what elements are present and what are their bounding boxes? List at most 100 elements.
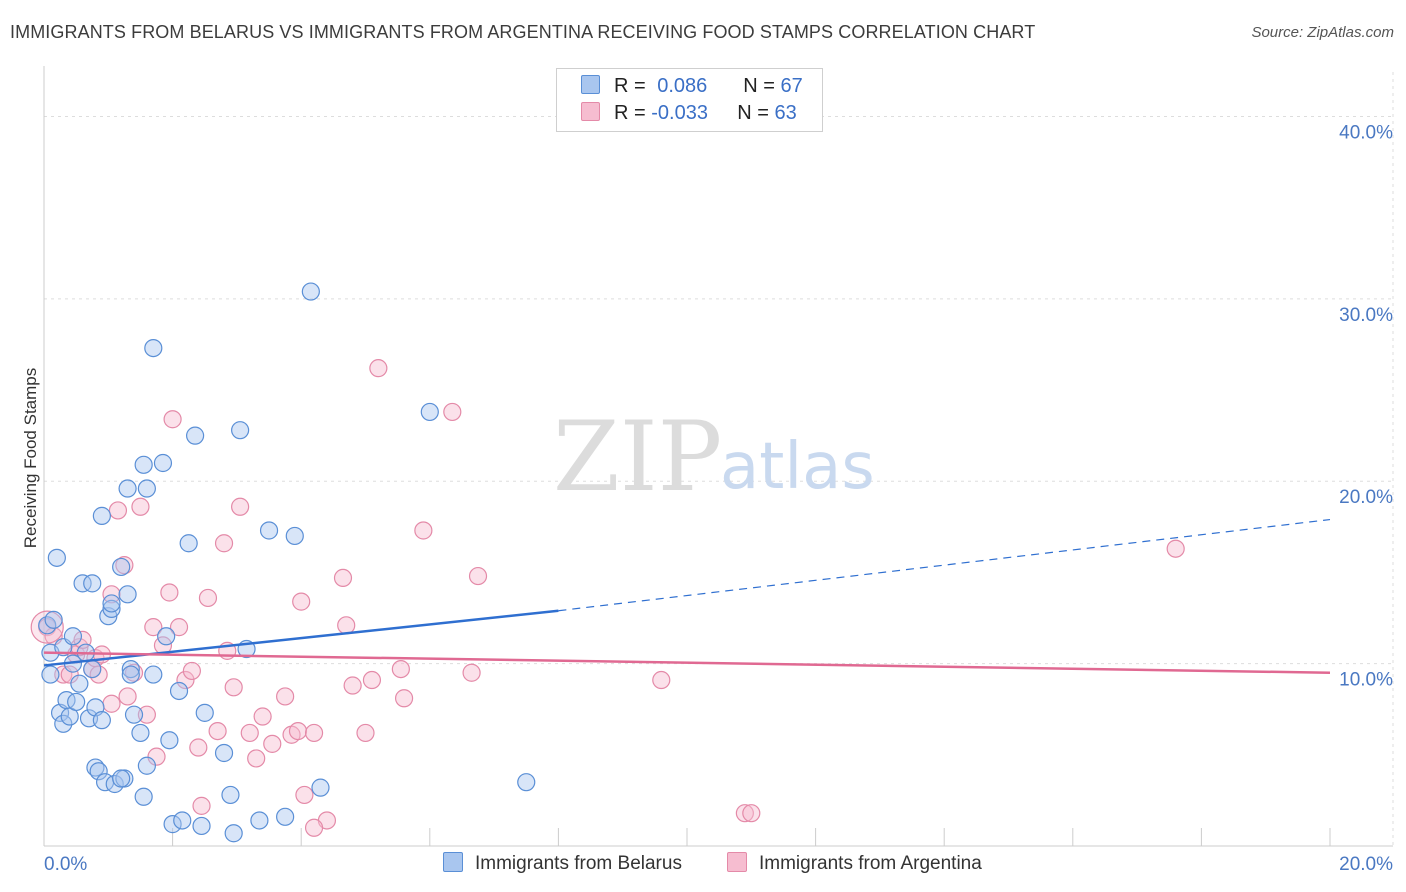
argentina-point-56: [462, 663, 481, 682]
belarus-point-57: [259, 521, 279, 540]
x-tick-label-0: 0.0%: [44, 854, 87, 875]
x-tick-label-20: 20.0%: [1339, 854, 1393, 875]
belarus-point-48: [186, 426, 205, 445]
argentina-point-12: [102, 694, 121, 713]
argentina-point-43: [295, 785, 314, 805]
belarus-point-42: [157, 627, 176, 646]
belarus-point-56: [250, 811, 269, 830]
argentina-point-48: [343, 676, 362, 695]
bottom-legend-swatch-argentina: [727, 852, 747, 872]
belarus-point-43: [160, 731, 179, 750]
watermark-atlas: atlas: [720, 430, 875, 504]
argentina-point-50: [362, 670, 382, 690]
belarus-point-47: [179, 534, 198, 553]
trend-lines: [43, 518, 1331, 674]
argentina-point-58: [652, 670, 671, 690]
argentina-point-13: [108, 501, 128, 520]
belarus-point-17: [83, 574, 102, 593]
argentina-point-22: [160, 583, 179, 602]
belarus-point-38: [137, 756, 156, 775]
argentina-point-37: [253, 707, 272, 726]
belarus-point-39: [137, 479, 156, 498]
legend-belarus-n-value: 67: [780, 75, 803, 97]
argentina-point-60: [742, 804, 761, 823]
y-axis-label: Receiving Food Stamps: [21, 368, 40, 548]
argentina-point-27: [189, 738, 208, 757]
argentina-point-35: [240, 723, 259, 743]
argentina-point-19: [144, 618, 163, 637]
argentina-point-11: [102, 585, 121, 604]
bottom-legend-swatch-belarus: [443, 852, 463, 872]
belarus-point-49: [192, 816, 211, 836]
argentina-point-42: [292, 592, 311, 611]
argentina-point-38: [263, 734, 282, 753]
belarus-point-59: [285, 526, 304, 546]
legend-argentina-n-label: N =: [737, 102, 775, 124]
argentina-point-28: [192, 796, 211, 815]
bottom-legend-belarus: Immigrants from Belarus: [443, 852, 682, 875]
argentina-point-29: [198, 588, 218, 608]
argentina-point-20: [147, 747, 166, 766]
belarus-point-58: [276, 807, 295, 826]
argentina-point-46: [333, 568, 353, 588]
series-belarus-points: [38, 282, 536, 843]
belarus-point-40: [144, 665, 163, 684]
belarus-point-13: [73, 574, 92, 593]
legend-belarus-r-label: R =: [614, 75, 652, 97]
argentina-point-53: [394, 689, 414, 708]
belarus-point-44: [163, 815, 182, 834]
argentina-point-34: [231, 497, 250, 516]
belarus-point-20: [89, 762, 108, 781]
argentina-point-54: [414, 521, 433, 540]
belarus-point-31: [118, 479, 137, 498]
belarus-point-28: [112, 557, 131, 577]
watermark-zip: ZIP: [553, 401, 722, 513]
tick-labels: 10.0% 20.0% 30.0% 40.0% 0.0% 20.0%: [44, 122, 1393, 875]
legend-swatch-argentina: [581, 102, 600, 121]
argentina-point-62: [304, 818, 324, 837]
legend-row-belarus: R = 0.086 N = 67: [581, 75, 803, 101]
belarus-point-53: [224, 824, 243, 843]
belarus-point-33: [121, 665, 140, 684]
argentina-point-24: [169, 618, 189, 637]
argentina-point-41: [288, 721, 308, 741]
argentina-point-59: [735, 804, 754, 823]
trend-argentina: [43, 651, 1331, 674]
trend-belarus-solid: [43, 609, 559, 667]
belarus-point-66: [112, 769, 131, 788]
belarus-point-12: [70, 674, 89, 693]
belarus-point-37: [134, 455, 153, 474]
belarus-point-30: [118, 585, 137, 604]
belarus-point-16: [83, 659, 102, 679]
belarus-point-9: [63, 627, 83, 646]
belarus-point-3: [47, 548, 66, 567]
legend-swatch-belarus: [581, 75, 600, 94]
belarus-point-26: [102, 594, 121, 613]
argentina-point-55: [443, 402, 462, 422]
belarus-point-11: [67, 692, 86, 712]
belarus-point-64: [144, 339, 163, 358]
belarus-point-34: [124, 705, 144, 724]
chart-source: Source: ZipAtlas.com: [1251, 24, 1394, 41]
belarus-point-2: [41, 665, 60, 684]
trend-belarus-dashed: [558, 518, 1331, 612]
argentina-point-49: [356, 723, 375, 743]
series-argentina-points: [30, 359, 1185, 837]
axes: [43, 66, 1393, 847]
legend-argentina-r-value: -0.033: [651, 102, 708, 124]
argentina-point-61: [1166, 539, 1185, 558]
bottom-legend-argentina: Immigrants from Argentina: [727, 852, 982, 875]
y-tick-label-30: 30.0%: [1339, 305, 1393, 326]
y-tick-label-40: 40.0%: [1339, 122, 1393, 143]
belarus-point-6: [54, 714, 73, 733]
legend-argentina-r-label: R =: [614, 102, 652, 124]
belarus-point-36: [134, 787, 153, 806]
bottom-legend-label-belarus: Immigrants from Belarus: [475, 853, 682, 874]
belarus-point-54: [231, 421, 250, 440]
argentina-point-51: [369, 359, 388, 378]
argentina-point-14: [115, 556, 134, 575]
argentina-point-15: [118, 687, 137, 706]
y-tick-label-20: 20.0%: [1339, 487, 1393, 508]
belarus-point-22: [92, 711, 111, 730]
